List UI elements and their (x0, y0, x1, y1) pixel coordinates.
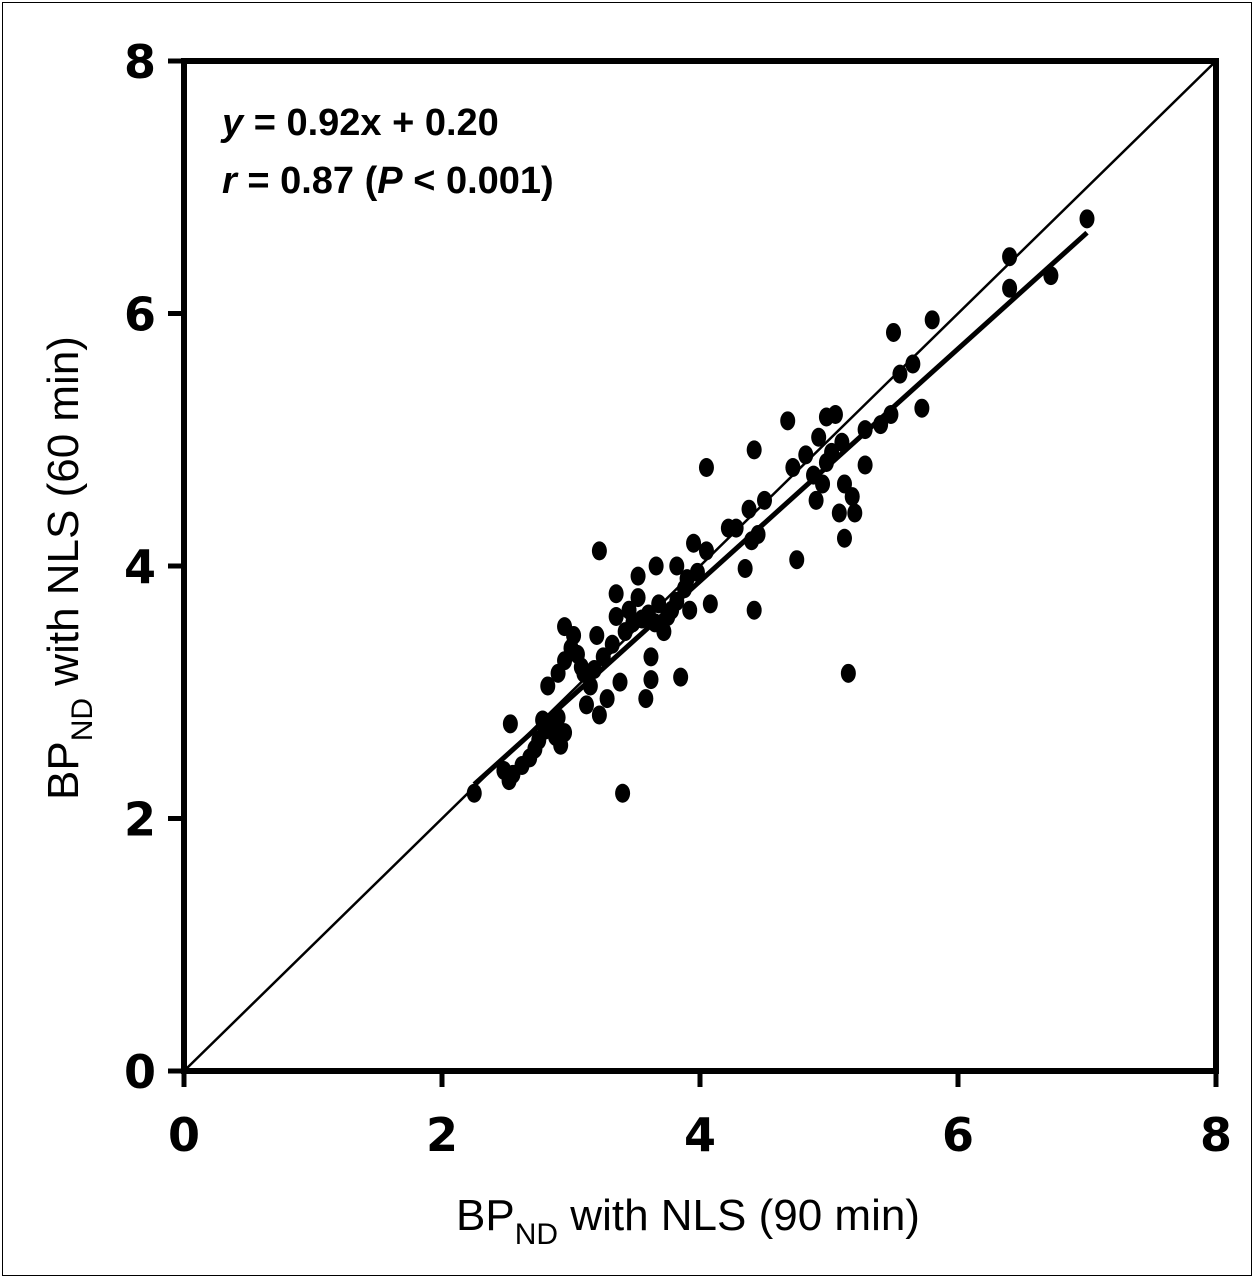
data-point (1043, 266, 1059, 286)
data-point (811, 427, 827, 447)
data-point (702, 594, 718, 614)
data-point (595, 647, 611, 667)
data-point (827, 405, 843, 424)
data-point (831, 503, 847, 523)
data-point (824, 442, 840, 462)
data-point (582, 676, 598, 696)
data-point (630, 566, 646, 586)
data-point (857, 455, 873, 475)
data-point (873, 415, 889, 435)
data-point (840, 663, 856, 683)
data-point (540, 676, 556, 696)
data-point (578, 695, 594, 715)
y-tick-label: 6 (124, 288, 156, 342)
x-tick-label: 8 (1200, 1108, 1232, 1162)
data-point (905, 354, 921, 374)
y-axis-label: BPND with NLS (60 min) (39, 336, 99, 800)
x-tick-label: 0 (168, 1108, 200, 1162)
correlation-stats: r = 0.87 (P < 0.001) (222, 160, 554, 202)
data-point (502, 714, 518, 734)
data-point (746, 600, 762, 620)
data-point (746, 440, 762, 460)
data-point (608, 584, 624, 604)
data-point (750, 524, 766, 544)
data-point (1002, 247, 1018, 267)
data-point (857, 420, 873, 440)
data-point (630, 588, 646, 608)
data-point (599, 689, 615, 709)
data-point (815, 474, 831, 494)
data-point (591, 541, 607, 561)
regression-line (472, 230, 1089, 787)
data-point (757, 490, 772, 510)
data-point (798, 445, 814, 465)
data-point (737, 559, 753, 579)
x-tick-label: 2 (426, 1108, 458, 1162)
data-point (673, 667, 689, 687)
data-point (886, 322, 901, 342)
data-point (589, 625, 605, 645)
data-point (466, 783, 482, 803)
data-point (1079, 209, 1095, 229)
data-point (557, 723, 573, 743)
data-point (648, 556, 664, 576)
x-tick-label: 4 (684, 1108, 716, 1162)
data-point (651, 594, 667, 614)
x-axis-label: BPND with NLS (90 min) (456, 1191, 920, 1251)
data-point (686, 533, 702, 553)
data-point (728, 518, 744, 538)
data-point (604, 634, 620, 654)
data-point (638, 689, 654, 709)
regression-equation: y = 0.92x + 0.20 (220, 102, 499, 144)
data-point (689, 562, 705, 582)
y-tick-label: 0 (124, 1045, 156, 1099)
y-tick-label: 8 (124, 35, 156, 89)
data-point (847, 503, 863, 523)
x-tick-label: 6 (942, 1108, 974, 1162)
data-point (780, 411, 796, 431)
y-tick-label: 2 (124, 793, 156, 847)
data-point (615, 783, 631, 803)
data-point (612, 672, 628, 692)
data-point (586, 660, 602, 680)
data-point (836, 528, 852, 548)
data-point (883, 405, 899, 424)
data-point (682, 600, 698, 620)
data-point (550, 708, 566, 727)
data-point (741, 499, 757, 519)
data-point (698, 458, 714, 478)
data-point (698, 541, 714, 561)
y-tick-label: 4 (124, 540, 156, 594)
data-point (808, 490, 824, 510)
data-point (669, 556, 685, 576)
data-point (914, 398, 930, 418)
data-point (643, 670, 659, 690)
data-point (591, 705, 607, 725)
data-point (844, 487, 860, 507)
data-point (566, 625, 582, 645)
data-point (834, 432, 850, 452)
data-point (789, 550, 805, 570)
data-point (656, 622, 672, 642)
data-point (924, 310, 940, 330)
data-point (643, 647, 659, 667)
data-point (608, 607, 624, 626)
data-point (785, 458, 801, 478)
data-point (892, 364, 908, 384)
data-point (1002, 278, 1018, 298)
